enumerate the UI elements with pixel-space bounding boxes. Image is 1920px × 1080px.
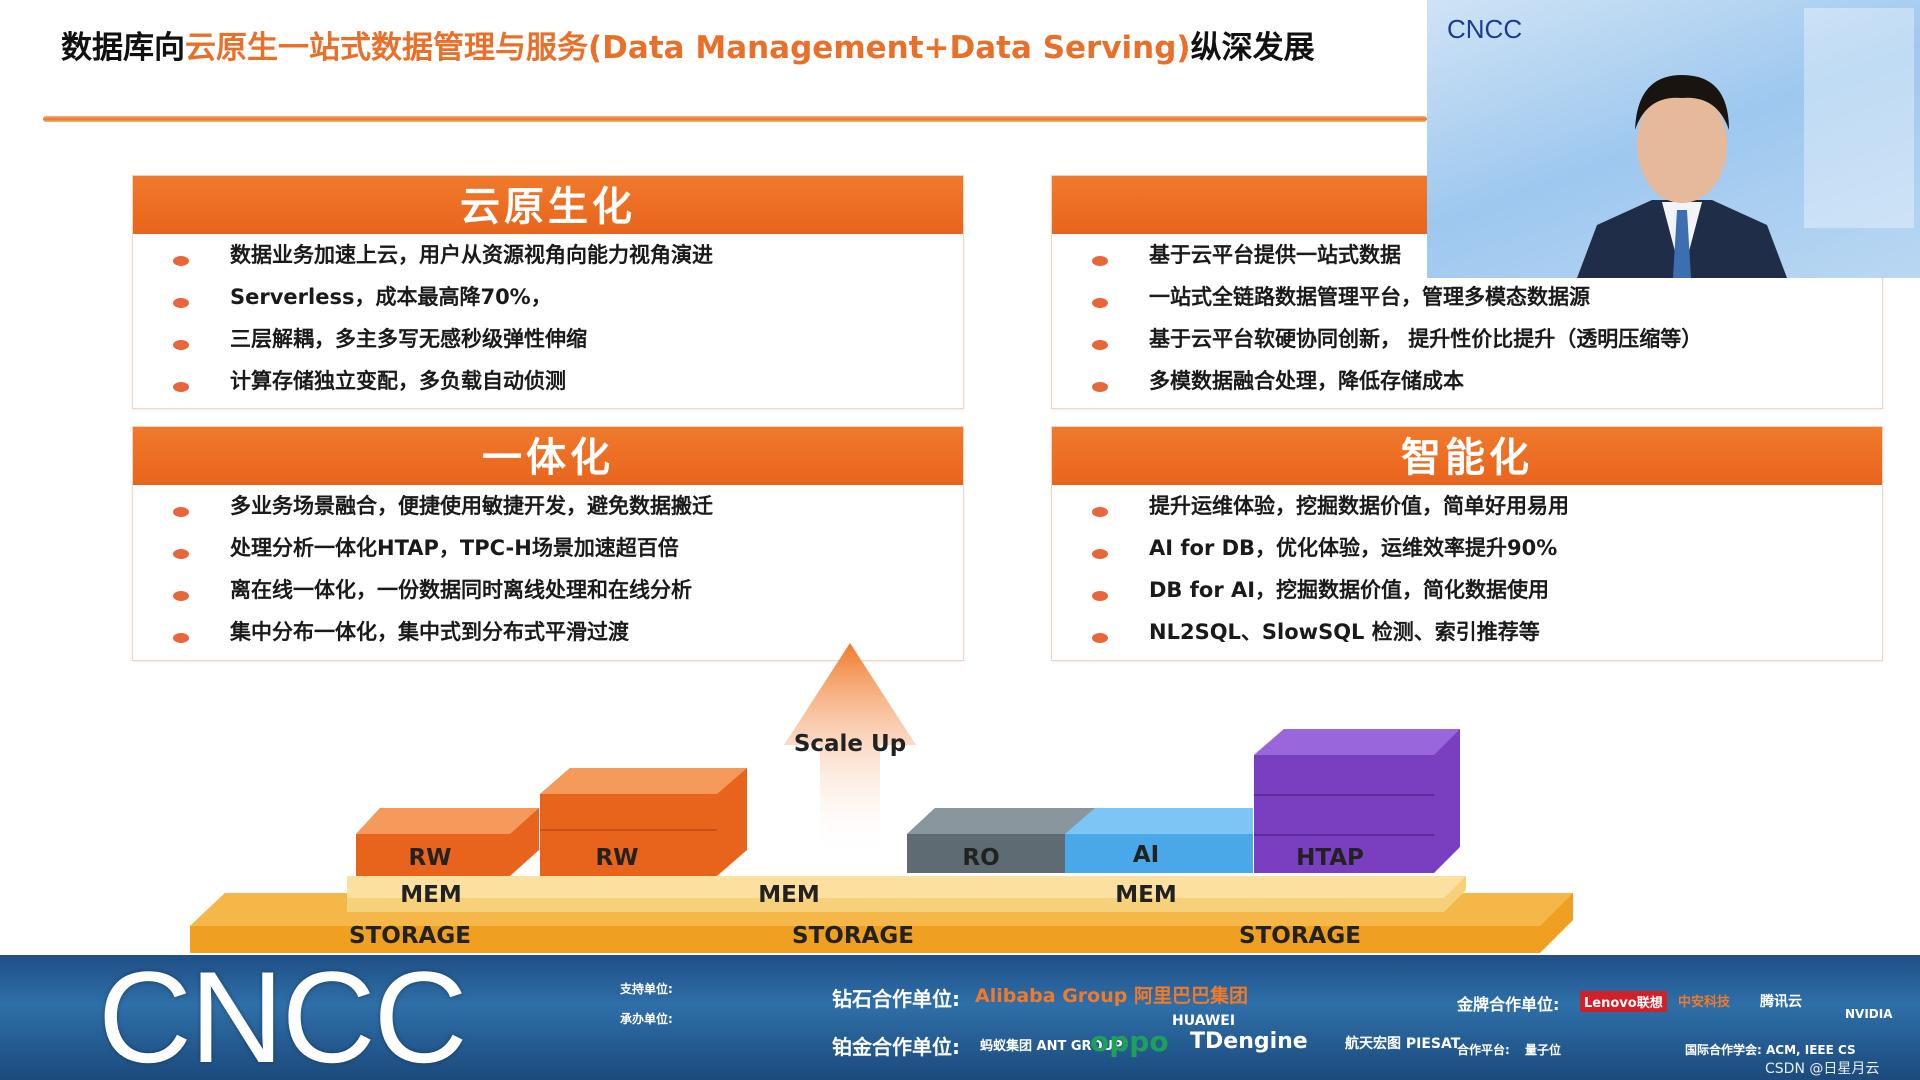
ai-label: AI xyxy=(1132,842,1160,868)
card-title: 智能化 xyxy=(1052,427,1882,485)
bullet-icon xyxy=(1092,549,1108,559)
scale-up-arrow-icon xyxy=(784,643,916,857)
list-item: 三层解耦，多主多写无感秒级弹性伸缩 xyxy=(133,318,963,360)
speaker-video: CNCC xyxy=(1427,0,1920,278)
sponsor-logo: 腾讯云 xyxy=(1760,994,1802,1010)
bullet-icon xyxy=(173,382,189,392)
sponsor-logo: 蚂蚁集团 ANT GROUP xyxy=(980,1039,1123,1054)
sponsor-logo: oppo xyxy=(1090,1025,1169,1058)
watermark: CSDN @日星月云 xyxy=(1765,1061,1880,1077)
bullet-icon xyxy=(173,298,189,308)
list-item: 数据业务加速上云，用户从资源视角向能力视角演进 xyxy=(133,234,963,276)
storage-label: STORAGE xyxy=(792,923,914,949)
sponsor-banner: CNCC 支持单位: 承办单位: 钻石合作单位: Alibaba Group 阿… xyxy=(0,955,1920,1080)
sponsor-logo: HUAWEI xyxy=(1172,1013,1236,1029)
rw-block-2 xyxy=(540,768,747,876)
list-item: NL2SQL、SlowSQL 检测、索引推荐等 xyxy=(1052,611,1882,653)
list-item: DB for AI，挖掘数据价值，简化数据使用 xyxy=(1052,569,1882,611)
bullet-icon xyxy=(1092,382,1108,392)
bullet-icon xyxy=(1092,591,1108,601)
bullet-icon xyxy=(173,633,189,643)
bullet-icon xyxy=(1092,256,1108,266)
list-item: 基于云平台软硬协同创新， 提升性价比提升（透明压缩等） xyxy=(1052,318,1882,360)
bullet-icon xyxy=(1092,340,1108,350)
rw-label: RW xyxy=(595,845,639,871)
sponsor-column xyxy=(1804,8,1914,228)
list-item: Serverless，成本最高降70%， xyxy=(133,276,963,318)
htap-label: HTAP xyxy=(1296,845,1364,871)
bullet-icon xyxy=(173,340,189,350)
title-divider xyxy=(43,116,1427,122)
bullet-icon xyxy=(173,507,189,517)
list-item: 计算存储独立变配，多负载自动侦测 xyxy=(133,360,963,402)
bullet-icon xyxy=(1092,298,1108,308)
cncc-logo: CNCC xyxy=(98,955,468,1080)
list-item: AI for DB，优化体验，运维效率提升90% xyxy=(1052,527,1882,569)
cncc-logo: CNCC xyxy=(1447,14,1523,44)
htap-block xyxy=(1254,729,1460,873)
scale-up-label: Scale Up xyxy=(793,731,907,757)
list-item: 处理分析一体化HTAP，TPC-H场景加速超百倍 xyxy=(133,527,963,569)
card-title: 一体化 xyxy=(133,427,963,485)
sponsor-logo: TDengine xyxy=(1190,1029,1308,1054)
bullet-icon xyxy=(1092,633,1108,643)
rw-label: RW xyxy=(408,845,452,871)
bullet-icon xyxy=(173,591,189,601)
list-item: 离在线一体化，一份数据同时离线处理和在线分析 xyxy=(133,569,963,611)
list-item: 多业务场景融合，便捷使用敏捷开发，避免数据搬迁 xyxy=(133,485,963,527)
sponsor-logo: 航天宏图 PIESAT xyxy=(1345,1036,1461,1052)
mem-label: MEM xyxy=(758,882,820,908)
bullet-icon xyxy=(173,549,189,559)
speaker-image xyxy=(1577,75,1787,278)
sponsor-logo: 中安科技 xyxy=(1678,995,1731,1010)
list-item: 提升运维体验，挖掘数据价值，简单好用易用 xyxy=(1052,485,1882,527)
sponsor-logo: NVIDIA xyxy=(1845,1007,1893,1021)
sponsor-logo: Lenovo联想 xyxy=(1580,991,1667,1012)
storage-label: STORAGE xyxy=(1239,923,1361,949)
card-integration: 一体化 多业务场景融合，便捷使用敏捷开发，避免数据搬迁 处理分析一体化HTAP，… xyxy=(132,426,964,661)
mem-label: MEM xyxy=(400,882,462,908)
architecture-diagram xyxy=(190,643,1573,953)
card-title: 云原生化 xyxy=(133,176,963,234)
list-item: 多模数据融合处理，降低存储成本 xyxy=(1052,360,1882,402)
mem-label: MEM xyxy=(1115,882,1177,908)
list-item: 基于云平台提供一站式数据 xyxy=(1052,234,1882,276)
list-item: 集中分布一体化，集中式到分布式平滑过渡 xyxy=(133,611,963,653)
card-cloud-native: 云原生化 数据业务加速上云，用户从资源视角向能力视角演进 Serverless，… xyxy=(132,175,964,409)
ro-label: RO xyxy=(962,845,1000,871)
sponsor-logo: Alibaba Group 阿里巴巴集团 xyxy=(975,985,1248,1007)
bullet-icon xyxy=(1092,507,1108,517)
card-intelligence: 智能化 提升运维体验，挖掘数据价值，简单好用易用 AI for DB，优化体验，… xyxy=(1051,426,1883,661)
bullet-icon xyxy=(173,256,189,266)
slide-title: 数据库向云原生一站式数据管理与服务(Data Management+Data S… xyxy=(61,30,1315,66)
platform-logo: 量子位 xyxy=(1525,1043,1562,1057)
storage-label: STORAGE xyxy=(349,923,471,949)
list-item: 一站式全链路数据管理平台，管理多模态数据源 xyxy=(1052,276,1882,318)
